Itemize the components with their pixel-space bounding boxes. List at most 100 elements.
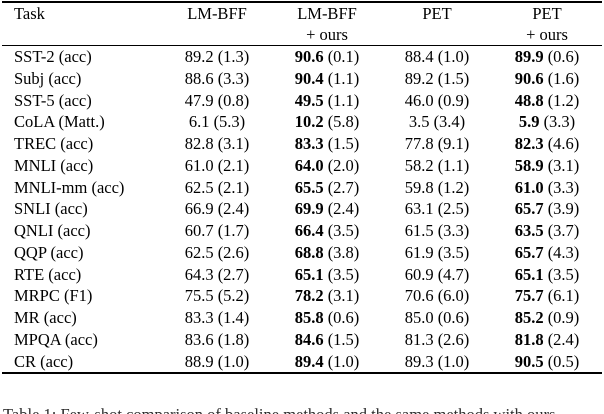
table-row: MR (acc) 83.3 (1.4) 85.8 (0.6) 85.0 (0.6) 85…: [2, 307, 602, 329]
score-cell: 83.3 (1.4): [162, 307, 272, 329]
score-cell-ours: 10.2 (5.8): [272, 111, 382, 133]
score-value: 89.9: [514, 47, 544, 66]
score-value: 60.9: [404, 264, 434, 284]
score-cell: 62.5 (2.1): [162, 177, 272, 199]
header-pet: PET: [382, 2, 492, 46]
score-std: (3.3): [539, 112, 576, 132]
score-value: 90.4: [294, 68, 324, 88]
score-cell-ours: 64.0 (2.0): [272, 155, 382, 177]
score-std: (0.9): [543, 308, 580, 327]
score-cell: 89.2 (1.3): [162, 46, 272, 68]
score-value: 48.8: [514, 90, 544, 110]
score-std: (0.1): [323, 47, 360, 66]
score-std: (2.5): [433, 199, 470, 219]
score-cell-ours: 90.5 (0.5): [492, 350, 602, 375]
score-value: 66.4: [294, 221, 324, 240]
task-cell: CR (acc): [2, 350, 162, 375]
score-std: (3.1): [213, 134, 250, 153]
score-std: (3.8): [323, 242, 360, 262]
table-caption-clipped: Table 1: Few-shot comparison of baseline…: [3, 405, 603, 414]
score-cell-ours: 89.9 (0.6): [492, 46, 602, 68]
score-value: 62.5: [184, 242, 214, 262]
header-task-label: Task: [14, 4, 45, 23]
score-value: 10.2: [294, 112, 324, 132]
score-std: (2.1): [213, 177, 250, 197]
score-cell-ours: 75.7 (6.1): [492, 285, 602, 307]
score-value: 58.9: [514, 155, 544, 175]
score-std: (2.7): [323, 177, 360, 197]
score-cell: 89.3 (1.0): [382, 350, 492, 375]
score-cell-ours: 69.9 (2.4): [272, 198, 382, 220]
task-cell: MNLI (acc): [14, 155, 94, 175]
score-cell: 64.3 (2.7): [162, 264, 272, 286]
score-value: 83.3: [294, 134, 324, 153]
score-std: (0.6): [323, 308, 360, 327]
score-std: (0.6): [543, 47, 580, 66]
task-cell: QNLI (acc): [14, 221, 91, 240]
table-row: MPQA (acc) 83.6 (1.8) 84.6 (1.5) 81.3 (2.6)…: [2, 329, 602, 351]
table-row: SST-2 (acc) 89.2 (1.3) 90.6 (0.1) 88.4 (1.0…: [2, 46, 602, 68]
score-std: (5.8): [323, 112, 360, 132]
score-std: (3.1): [323, 286, 360, 306]
task-cell: QQP (acc): [14, 242, 84, 262]
table-row: RTE (acc) 64.3 (2.7) 65.1 (3.5) 60.9 (4.7) 6…: [2, 264, 602, 286]
task-cell: SST-5 (acc): [14, 90, 92, 110]
score-std: (0.6): [433, 308, 470, 327]
header-lmbff: LM-BFF: [162, 2, 272, 46]
score-cell: 59.8 (1.2): [382, 177, 492, 199]
score-cell: 60.7 (1.7): [162, 220, 272, 242]
score-value: 88.4: [404, 47, 434, 66]
score-value: 61.9: [404, 242, 434, 262]
score-cell: 88.9 (1.0): [162, 350, 272, 375]
score-cell: 89.2 (1.5): [382, 68, 492, 90]
task-cell: MRPC (F1): [14, 286, 93, 306]
score-cell: 63.1 (2.5): [382, 198, 492, 220]
score-cell: 82.8 (3.1): [162, 133, 272, 155]
score-cell: 46.0 (0.9): [382, 90, 492, 112]
score-value: 64.0: [294, 155, 324, 175]
score-value: 85.8: [294, 308, 324, 327]
score-std: (1.1): [433, 155, 470, 175]
score-std: (6.0): [433, 286, 470, 306]
score-std: (1.2): [433, 177, 470, 197]
task-cell: MNLI-mm (acc): [14, 177, 125, 197]
task-cell: Subj (acc): [14, 68, 82, 88]
score-value: 85.0: [404, 308, 434, 327]
score-cell-ours: 84.6 (1.5): [272, 329, 382, 351]
score-std: (2.7): [213, 264, 250, 284]
score-cell: 85.0 (0.6): [382, 307, 492, 329]
results-table: Task LM-BFF LM-BFF + ours PET PET +: [2, 1, 602, 375]
score-value: 84.6: [294, 329, 324, 349]
score-value: 89.2: [404, 68, 434, 88]
score-value: 69.9: [294, 199, 324, 219]
score-cell: 61.9 (3.5): [382, 242, 492, 264]
score-value: 90.5: [514, 351, 544, 371]
score-std: (0.5): [543, 351, 580, 371]
score-value: 61.5: [404, 221, 434, 240]
table-row: QNLI (acc) 60.7 (1.7) 66.4 (3.5) 61.5 (3.3)…: [2, 220, 602, 242]
score-value: 62.5: [184, 177, 214, 197]
score-cell-ours: 85.8 (0.6): [272, 307, 382, 329]
score-cell-ours: 58.9 (3.1): [492, 155, 602, 177]
score-value: 61.0: [514, 177, 544, 197]
score-std: (0.9): [433, 90, 470, 110]
table-row: CR (acc) 88.9 (1.0) 89.4 (1.0) 89.3 (1.0) 90…: [2, 350, 602, 375]
score-std: (1.7): [213, 221, 250, 240]
score-std: (3.9): [543, 199, 580, 219]
score-value: 3.5: [408, 112, 430, 132]
score-cell-ours: 90.6 (0.1): [272, 46, 382, 68]
task-cell: SST-2 (acc): [14, 47, 92, 66]
score-std: (2.1): [213, 155, 250, 175]
score-cell-ours: 48.8 (1.2): [492, 90, 602, 112]
score-std: (4.3): [543, 242, 580, 262]
score-cell-ours: 65.5 (2.7): [272, 177, 382, 199]
score-cell: 61.5 (3.3): [382, 220, 492, 242]
score-std: (2.4): [213, 199, 250, 219]
score-std: (1.5): [323, 134, 360, 153]
score-cell-ours: 66.4 (3.5): [272, 220, 382, 242]
score-std: (1.0): [433, 47, 470, 66]
score-std: (1.0): [213, 351, 250, 371]
score-value: 49.5: [294, 90, 324, 110]
score-cell: 88.4 (1.0): [382, 46, 492, 68]
